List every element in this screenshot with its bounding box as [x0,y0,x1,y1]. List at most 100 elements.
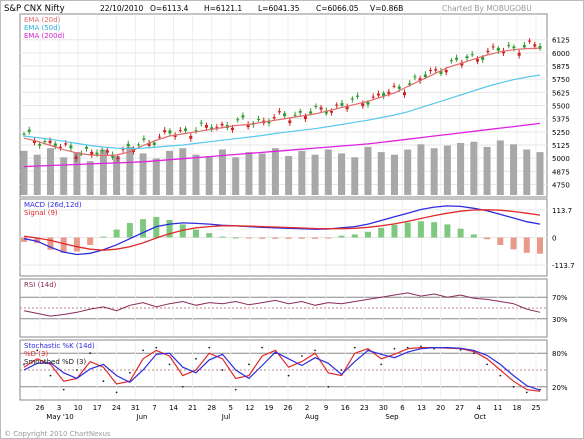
stoch-k-point [36,349,39,352]
x-month-label: Jun [136,413,148,421]
macd-histogram-bar [100,236,107,238]
candle-body [491,46,495,48]
header-date: 22/10/2010 [100,4,143,13]
candle-body [283,113,287,117]
candle-body [429,70,433,72]
candle-body [74,156,78,160]
header-open: O=6113.4 [150,4,189,13]
macd-histogram-bar [431,222,438,238]
stoch-k-point [380,363,383,366]
candle-body [257,118,261,120]
rsi-line [23,292,541,317]
candle-body [194,130,198,132]
volume-bar [364,146,372,195]
macd-histogram-bar [206,233,213,238]
candle-body [470,54,474,56]
volume-bar [324,149,332,195]
x-tick-label: 9 [324,404,328,412]
volume-bar [285,156,293,195]
volume-bar [430,148,438,195]
ema-lines [23,47,541,168]
volume-bar [351,157,359,195]
stoch-k-point [62,388,65,391]
candle-body [538,45,542,49]
candle-body [126,143,130,147]
candle-body [434,69,438,71]
x-tick-label: 17 [93,404,102,412]
candle-body [163,130,167,133]
volume-bar [390,154,398,195]
macd-histogram-bar [47,237,54,250]
stoch-k-point [195,357,197,360]
copyright: © Copyright 2010 ChartNexus [4,430,111,438]
x-tick-label: 24 [112,404,121,412]
candle-body [371,96,375,98]
stoch-k-point [261,346,264,349]
candle-body [486,50,490,53]
volume-bar [60,157,68,195]
x-tick-label: 18 [512,404,521,412]
candle-body [481,56,485,60]
volume-bar [179,148,187,195]
stoch-k-point [76,369,78,371]
ema20-line [23,47,541,157]
macd-histogram-bar [179,224,186,238]
volume-bar [377,152,385,195]
price-tick-label: 5750 [552,76,570,84]
candle-body [522,45,526,48]
macd-histogram-bar [312,237,319,239]
stoch-k-point [115,391,118,394]
stoch-k-point [525,391,528,394]
candle-body [90,151,94,155]
candle-body [460,62,464,66]
x-tick-label: 28 [207,404,216,412]
candle-body [402,92,406,96]
candle-body [215,126,219,128]
price-tick-label: 6000 [552,50,570,58]
macd-histogram-bar [523,237,530,253]
volume-bar [20,150,28,195]
price-tick-label: 5875 [552,63,570,71]
x-tick-label: 26 [284,404,293,412]
macd-histogram-bar [285,237,292,239]
candle-body [100,150,104,152]
x-month-label: Oct [474,413,486,421]
symbol-title: S&P CNX Nifty [4,4,65,14]
stoch-k-point [486,363,488,366]
volume-bars [20,140,544,195]
candle-body [475,59,479,62]
stoch-smoothed-line [23,347,541,391]
stochastic-panel [19,339,548,401]
candle-body [418,78,422,81]
stoch-k-point [340,369,343,371]
candle-body [267,120,271,124]
stochastic-lines [23,345,541,394]
macd-histogram-bar [193,229,199,238]
candle-body [277,111,281,113]
x-tick-label: 5 [229,404,233,412]
macd-histogram-bar [272,237,279,239]
x-tick-label: 11 [493,404,502,412]
volume-bar [496,140,504,195]
volume-bar [99,149,107,195]
price-tick-label: 6125 [552,37,570,45]
volume-bar [258,153,266,195]
candle-body [528,40,532,42]
x-tick-label: 3 [57,404,61,412]
stoch-k-point [49,374,52,377]
signal-line [23,209,541,251]
rsi-tick-label: 70% [552,294,568,302]
candle-body [53,143,57,147]
candle-body [121,148,125,150]
macd-lines [21,205,543,256]
volume-bar [443,145,451,195]
candle-body [413,76,417,78]
price-tick-label: 4750 [552,181,570,189]
stoch-k-point [23,363,25,366]
x-tick-label: 12 [245,404,254,412]
stoch-k-point [433,347,436,350]
macd-histogram-bar [259,237,266,239]
stoch-k-point [472,352,475,355]
